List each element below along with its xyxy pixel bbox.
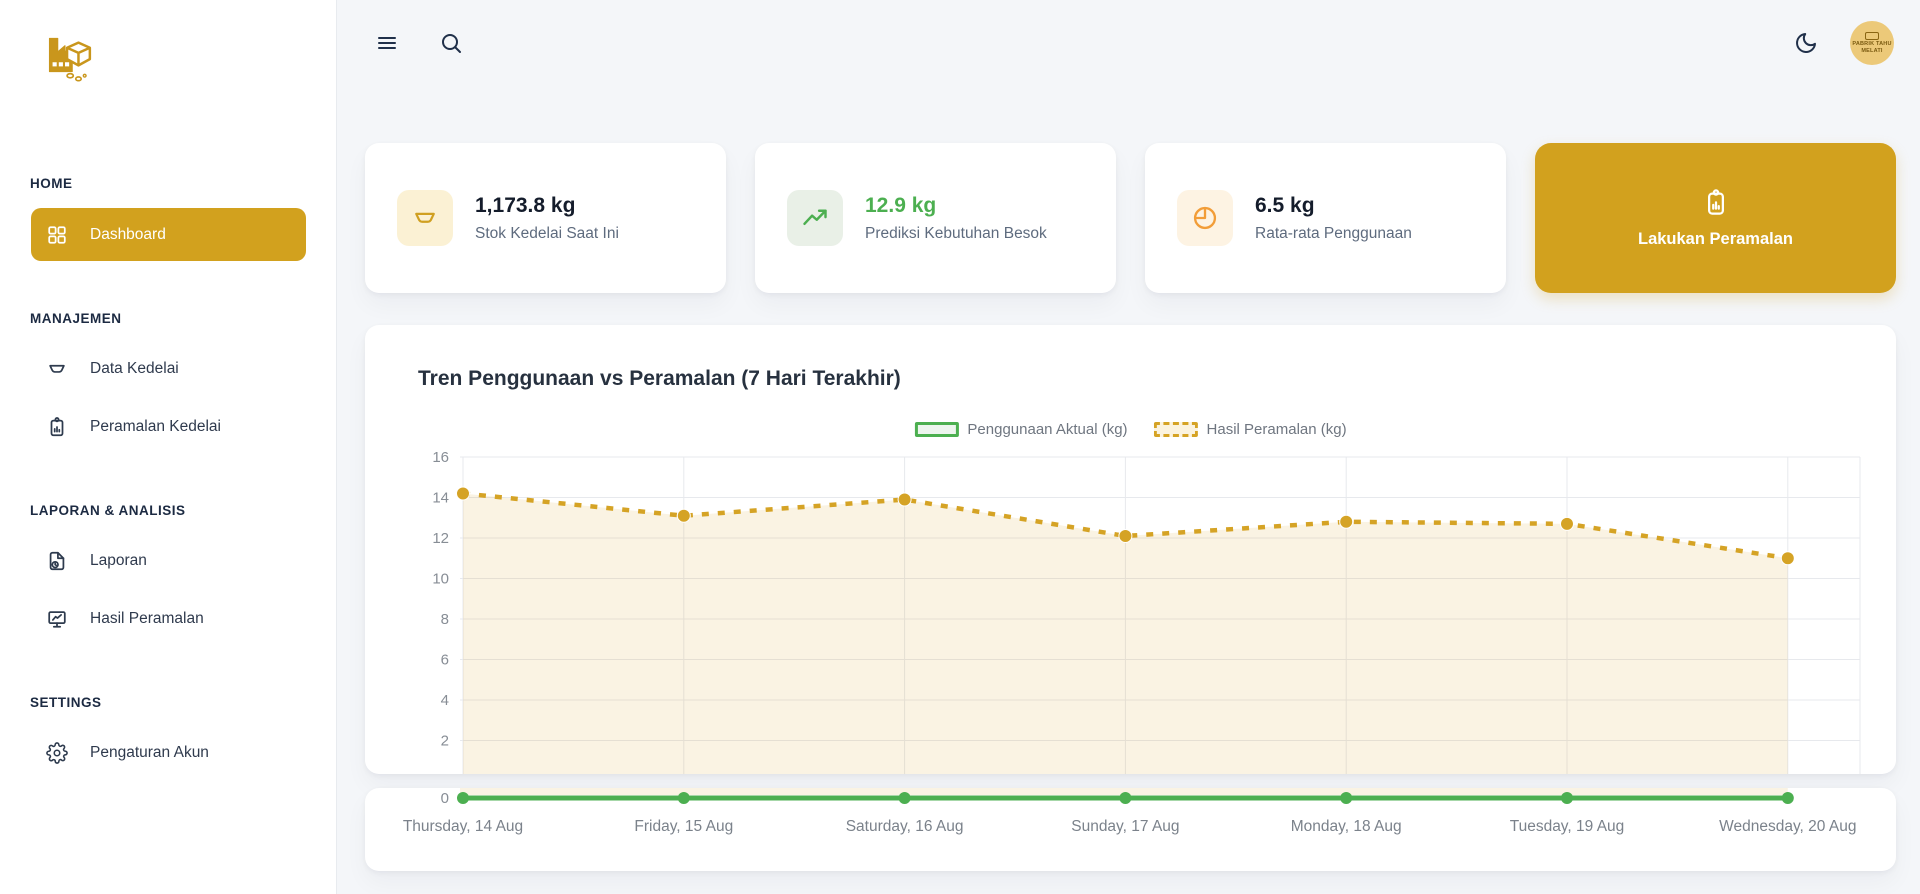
stat-value: 6.5 kg [1255, 193, 1315, 217]
sidebar-item-label: Peramalan Kedelai [90, 418, 221, 435]
stat-label: Stok Kedelai Saat Ini [475, 224, 619, 242]
svg-text:Thursday, 14 Aug: Thursday, 14 Aug [403, 818, 523, 835]
stat-cards-row: 1,173.8 kg Stok Kedelai Saat Ini 12.9 kg… [365, 143, 1896, 293]
legend-item-hasil-peramalan[interactable]: Hasil Peramalan (kg) [1153, 421, 1347, 438]
sidebar-item-label: Hasil Peramalan [90, 610, 204, 627]
bowl-icon [49, 364, 65, 373]
sidebar-section-home: HOME Dashboard [0, 176, 336, 261]
svg-text:Wednesday, 20 Aug: Wednesday, 20 Aug [1719, 818, 1856, 835]
clipboard-chart-icon [1707, 188, 1724, 215]
sidebar-item-label: Laporan [90, 552, 147, 569]
stat-icon-wrap [787, 190, 843, 246]
svg-text:12: 12 [432, 530, 449, 547]
trending-up-icon [803, 209, 827, 226]
svg-text:16: 16 [432, 449, 449, 466]
legend-swatch-gold-dashed [1153, 422, 1198, 437]
stat-card-rata-rata: 6.5 kg Rata-rata Penggunaan [1145, 143, 1506, 293]
sidebar-item-laporan[interactable]: Laporan [31, 535, 306, 587]
legend-item-penggunaan-aktual[interactable]: Penggunaan Aktual (kg) [914, 421, 1128, 438]
search-icon[interactable] [439, 31, 463, 55]
clipboard-chart-icon [50, 417, 64, 437]
legend-label: Hasil Peramalan (kg) [1206, 421, 1347, 438]
legend-swatch-green [914, 422, 959, 437]
section-label: MANAJEMEN [30, 311, 122, 326]
lakukan-peramalan-button[interactable]: Lakukan Peramalan [1535, 143, 1896, 293]
avatar[interactable]: PABRIK TAHU MELATI [1850, 21, 1894, 65]
svg-text:Sunday, 17 Aug: Sunday, 17 Aug [1071, 818, 1179, 835]
stat-label: Prediksi Kebutuhan Besok [865, 224, 1047, 242]
stat-label: Rata-rata Penggunaan [1255, 224, 1412, 242]
section-label: SETTINGS [30, 695, 102, 710]
sidebar-section-settings: SETTINGS Pengaturan Akun [0, 695, 336, 779]
sidebar-item-label: Dashboard [90, 225, 166, 243]
section-label: HOME [30, 176, 73, 191]
chart-xaxis-strip: 0 Thursday, 14 Aug Friday, 15 Aug Saturday,… [365, 788, 1896, 871]
stat-icon-wrap [397, 190, 453, 246]
svg-text:14: 14 [432, 490, 449, 507]
stat-card-stok: 1,173.8 kg Stok Kedelai Saat Ini [365, 143, 726, 293]
svg-text:Monday, 18 Aug: Monday, 18 Aug [1291, 818, 1402, 835]
monitor-chart-icon [48, 611, 66, 628]
svg-text:4: 4 [441, 692, 449, 709]
action-label: Lakukan Peramalan [1638, 229, 1793, 248]
legend-label: Penggunaan Aktual (kg) [967, 421, 1128, 438]
stat-value: 12.9 kg [865, 193, 937, 217]
sidebar-item-pengaturan-akun[interactable]: Pengaturan Akun [31, 727, 306, 779]
sidebar-item-data-kedelai[interactable]: Data Kedelai [31, 343, 306, 395]
svg-text:0: 0 [441, 790, 449, 807]
menu-icon[interactable] [375, 31, 399, 55]
pie-chart-icon [1193, 206, 1217, 230]
sidebar-item-peramalan-kedelai[interactable]: Peramalan Kedelai [31, 401, 306, 453]
svg-text:2: 2 [441, 733, 449, 750]
avatar-monitor-glyph [1865, 32, 1879, 40]
usage-forecast-chart-card: Tren Penggunaan vs Peramalan (7 Hari Ter… [365, 325, 1896, 774]
sidebar-item-hasil-peramalan[interactable]: Hasil Peramalan [31, 593, 306, 645]
dark-mode-moon-icon[interactable] [1794, 31, 1818, 55]
stat-icon-wrap [1177, 190, 1233, 246]
chart-legend: Penggunaan Aktual (kg) Hasil Peramalan (… [914, 421, 1347, 438]
main-content: PABRIK TAHU MELATI 1,173.8 kg Stok Kedela… [337, 0, 1920, 894]
svg-text:Tuesday, 19 Aug: Tuesday, 19 Aug [1510, 818, 1625, 835]
topbar: PABRIK TAHU MELATI [337, 0, 1920, 86]
sidebar-item-dashboard[interactable]: Dashboard [31, 208, 306, 261]
sidebar: HOME Dashboard MANAJEMEN Data Kedelai [0, 0, 337, 894]
svg-text:Friday, 15 Aug: Friday, 15 Aug [634, 818, 733, 835]
sidebar-item-label: Data Kedelai [90, 360, 179, 377]
section-label: LAPORAN & ANALISIS [30, 503, 186, 518]
svg-text:8: 8 [441, 611, 449, 628]
chart-title: Tren Penggunaan vs Peramalan (7 Hari Ter… [418, 367, 901, 390]
sidebar-section-laporan-analisis: LAPORAN & ANALISIS Laporan Hasil Peramal… [0, 503, 336, 645]
svg-text:Saturday, 16 Aug: Saturday, 16 Aug [846, 818, 964, 835]
chart-plot-area: 16 14 12 10 8 6 4 2 [432, 449, 1861, 774]
svg-text:6: 6 [441, 652, 449, 669]
chart-xaxis-area: 0 Thursday, 14 Aug Friday, 15 Aug Saturday,… [403, 788, 1856, 835]
bowl-icon [415, 212, 435, 223]
tofu-factory-logo-icon [48, 37, 92, 82]
dashboard-grid-icon [48, 225, 66, 244]
avatar-text: PABRIK TAHU MELATI [1852, 41, 1892, 54]
stat-value: 1,173.8 kg [475, 193, 576, 217]
sidebar-item-label: Pengaturan Akun [90, 744, 209, 761]
stat-card-prediksi: 12.9 kg Prediksi Kebutuhan Besok [755, 143, 1116, 293]
svg-text:10: 10 [432, 571, 449, 588]
gear-icon [46, 742, 68, 764]
document-clock-icon [49, 551, 65, 571]
sidebar-section-manajemen: MANAJEMEN Data Kedelai Peramalan Kedelai [0, 311, 336, 453]
